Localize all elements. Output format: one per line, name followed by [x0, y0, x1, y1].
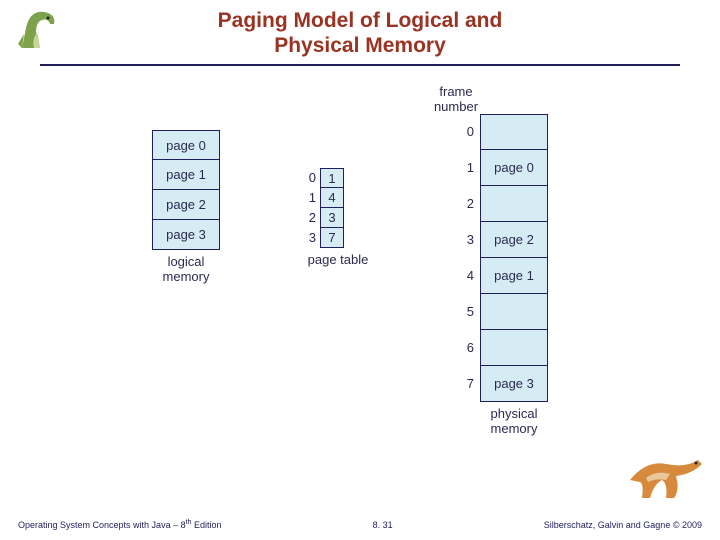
footer-right: Silberschatz, Galvin and Gagne © 2009 — [544, 520, 702, 530]
logical-memory-cell: page 0 — [152, 130, 220, 160]
logical-memory-column: page 0page 1page 2page 3 — [152, 130, 220, 250]
footer-left: Operating System Concepts with Java – 8t… — [18, 519, 221, 530]
page-table-index: 0 — [302, 170, 316, 185]
physical-memory-cell: page 2 — [480, 222, 548, 258]
slide-footer: Operating System Concepts with Java – 8t… — [0, 519, 720, 530]
logical-memory-cell: page 1 — [152, 160, 220, 190]
page-table-index: 3 — [302, 230, 316, 245]
title-line-1: Paging Model of Logical and — [0, 8, 720, 33]
physical-memory-cell: page 3 — [480, 366, 548, 402]
frame-index: 2 — [460, 196, 474, 211]
slide-title: Paging Model of Logical and Physical Mem… — [0, 0, 720, 58]
physical-memory-cell: page 1 — [480, 258, 548, 294]
frame-index: 5 — [460, 304, 474, 319]
title-underline — [40, 64, 680, 66]
dino-bottom-right-icon — [626, 450, 706, 500]
physical-memory-cell: page 0 — [480, 150, 548, 186]
logical-memory-cell: page 3 — [152, 220, 220, 250]
physical-memory-label: physical memory — [480, 406, 548, 436]
paging-diagram: page 0page 1page 2page 3 logical memory … — [0, 90, 720, 480]
page-table-column: 1437 — [320, 168, 344, 248]
dino-top-left-icon — [14, 4, 74, 50]
page-table-index: 2 — [302, 210, 316, 225]
page-table-index: 1 — [302, 190, 316, 205]
page-table-label: page table — [298, 252, 378, 267]
footer-page-number: 8. 31 — [373, 520, 393, 530]
title-line-2: Physical Memory — [0, 33, 720, 58]
frame-index: 3 — [460, 232, 474, 247]
frame-index: 1 — [460, 160, 474, 175]
frame-index: 6 — [460, 340, 474, 355]
frame-index: 4 — [460, 268, 474, 283]
page-table-cell: 1 — [320, 168, 344, 188]
physical-memory-column: page 0 page 2page 1 page 3 — [480, 114, 548, 402]
physical-memory-cell — [480, 330, 548, 366]
frame-number-header: frame number — [426, 84, 486, 114]
frame-index: 7 — [460, 376, 474, 391]
physical-memory-cell — [480, 114, 548, 150]
page-table-cell: 4 — [320, 188, 344, 208]
physical-memory-cell — [480, 294, 548, 330]
page-table-cell: 3 — [320, 208, 344, 228]
page-table-cell: 7 — [320, 228, 344, 248]
logical-memory-cell: page 2 — [152, 190, 220, 220]
footer-left-tail: Edition — [191, 520, 221, 530]
logical-memory-label: logical memory — [152, 254, 220, 284]
physical-memory-cell — [480, 186, 548, 222]
footer-left-text: Operating System Concepts with Java – 8 — [18, 520, 186, 530]
frame-index: 0 — [460, 124, 474, 139]
